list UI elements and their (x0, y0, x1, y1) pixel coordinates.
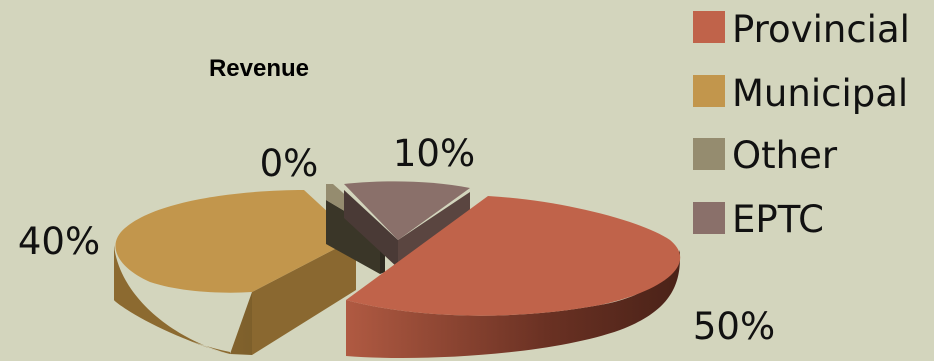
pie-slice-municipal-outer-wall (114, 246, 230, 354)
pie-label-municipal: 40% (18, 220, 100, 263)
legend-label-provincial: Provincial (732, 8, 910, 51)
legend-item-municipal: Municipal (693, 72, 908, 115)
legend-label-other: Other (732, 134, 838, 177)
pie-slice-provincial (346, 196, 681, 359)
pie-label-other: 0% (260, 142, 319, 185)
legend: Provincial Municipal Other EPTC (693, 8, 910, 241)
legend-swatch-other (693, 138, 725, 170)
legend-item-other: Other (693, 134, 838, 177)
pie-slice-municipal-side (114, 245, 252, 355)
pie-slice-eptc-top (344, 181, 470, 240)
pie-label-eptc: 10% (393, 132, 475, 175)
pie-slice-provincial-side (346, 250, 680, 359)
pie-slice-other-side (326, 200, 380, 274)
pie-slice-eptc-side-left (344, 190, 398, 268)
legend-label-municipal: Municipal (732, 72, 908, 115)
legend-swatch-municipal (693, 75, 725, 107)
pie-slice-provincial-top (346, 196, 681, 316)
legend-swatch-eptc (693, 202, 725, 234)
legend-swatch-provincial (693, 11, 725, 43)
pie-slice-municipal-cut-wall (252, 238, 356, 355)
legend-item-eptc: EPTC (693, 198, 824, 241)
pie-slice-municipal (114, 190, 356, 355)
legend-item-provincial: Provincial (693, 8, 910, 51)
pie-label-provincial: 50% (693, 305, 775, 348)
legend-label-eptc: EPTC (732, 198, 824, 241)
chart-title: Revenue (209, 55, 309, 82)
pie-slice-municipal-top (115, 190, 356, 293)
